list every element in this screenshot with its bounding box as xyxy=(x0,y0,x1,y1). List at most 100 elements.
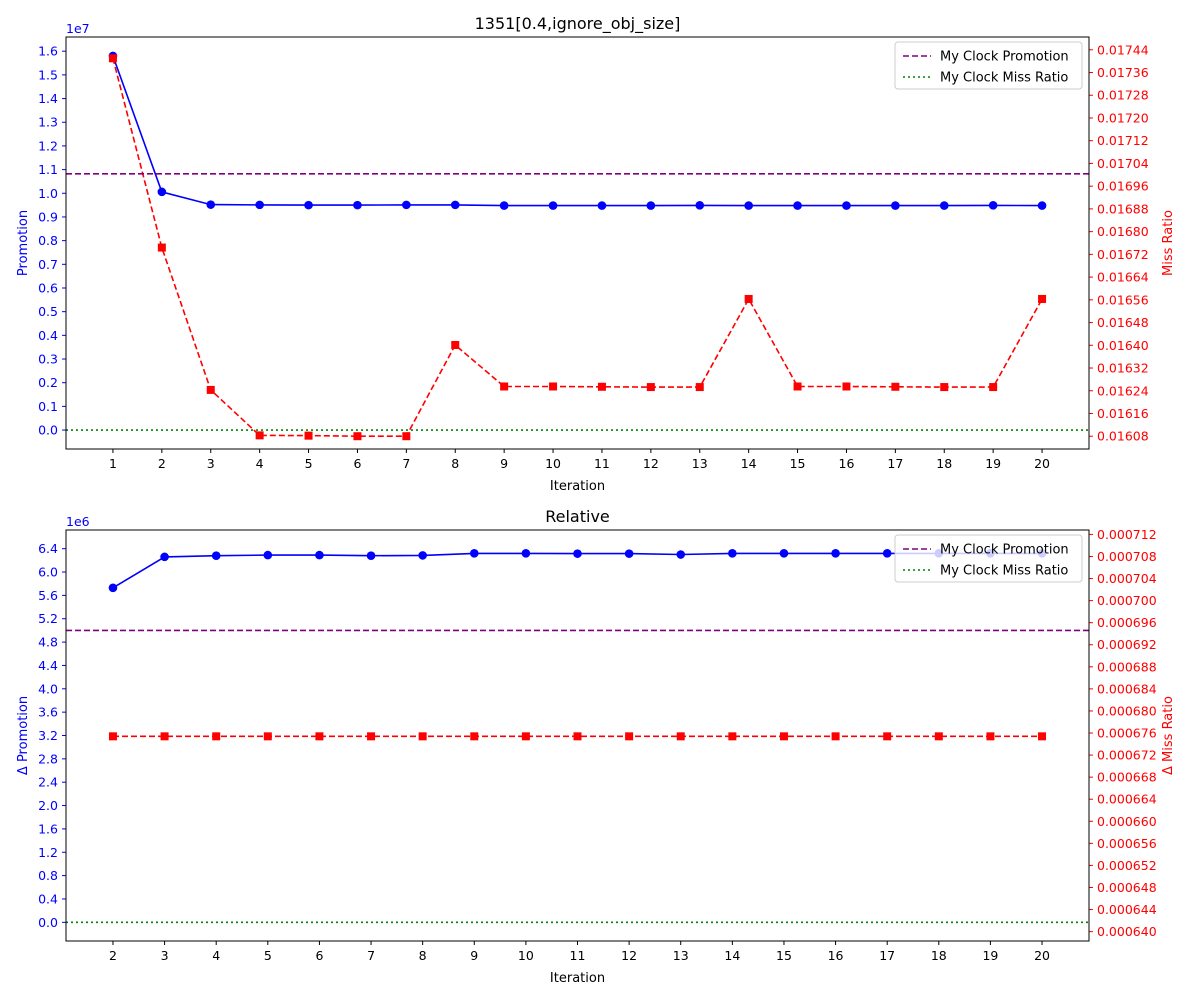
data-point xyxy=(108,732,117,741)
data-point xyxy=(1038,732,1047,741)
data-point xyxy=(597,382,606,391)
data-point xyxy=(402,432,411,441)
x-tick-label: 5 xyxy=(264,948,272,963)
data-point xyxy=(793,382,802,391)
right-y-tick-label: 0.000652 xyxy=(1097,858,1157,873)
x-tick-label: 19 xyxy=(982,948,998,963)
data-point xyxy=(988,201,998,210)
data-point xyxy=(157,187,167,197)
right-y-tick-label: 0.000700 xyxy=(1097,593,1157,608)
data-point xyxy=(315,732,324,741)
data-point xyxy=(934,732,943,741)
right-y-tick-label: 0.01664 xyxy=(1097,270,1149,285)
chart-panel-2: Relative 2 3 4 5 6 7 8 9 10 11 12 13 14 15 16 17 18 19 20 It… xyxy=(16,507,1176,986)
data-point xyxy=(573,732,582,741)
left-y-tick-label: 1.0 xyxy=(38,186,58,201)
data-point xyxy=(597,201,607,210)
data-point xyxy=(366,551,376,560)
chart-panel-1: 1351[0.4,ignore_obj_size]1 2 3 4 5 6 7 8 9 10 11 12… xyxy=(16,14,1176,494)
x-tick-label: 20 xyxy=(1034,456,1050,471)
left-y-tick-label: 2.0 xyxy=(38,798,58,813)
data-point xyxy=(255,431,264,440)
left-y-tick-label: 3.2 xyxy=(38,728,58,743)
x-tick-label: 15 xyxy=(790,456,806,471)
right-y-tick-label: 0.01608 xyxy=(1097,429,1149,444)
left-y-tick-label: 6.4 xyxy=(38,541,58,556)
x-tick-label: 18 xyxy=(931,948,947,963)
right-y-tick-label: 0.01632 xyxy=(1097,361,1149,376)
left-y-tick-label: 1.6 xyxy=(38,44,58,59)
left-y-tick-label: 0.9 xyxy=(38,209,58,224)
x-tick-label: 16 xyxy=(828,948,844,963)
x-tick-label: 8 xyxy=(451,456,459,471)
left-y-tick-label: 0.0 xyxy=(38,423,58,438)
left-y-tick-label: 0.7 xyxy=(38,257,58,272)
left-y-tick-label: 5.6 xyxy=(38,588,58,603)
x-tick-label: 2 xyxy=(109,948,117,963)
right-y-tick-label: 0.01744 xyxy=(1097,42,1149,57)
data-point xyxy=(842,382,851,391)
x-tick-label: 11 xyxy=(594,456,610,471)
x-tick-label: 17 xyxy=(887,456,903,471)
data-point xyxy=(989,383,998,392)
left-y-tick-label: 2.4 xyxy=(38,775,58,790)
data-point xyxy=(573,549,582,558)
right-y-tick-label: 0.01712 xyxy=(1097,133,1149,148)
right-y-tick-label: 0.000692 xyxy=(1097,637,1157,652)
right-y-tick-label: 0.000668 xyxy=(1097,770,1157,785)
data-point xyxy=(676,732,685,741)
left-y-tick-label: 1.6 xyxy=(38,821,58,836)
right-y-tick-label: 0.000680 xyxy=(1097,703,1157,718)
data-point xyxy=(779,549,789,558)
x-tick-label: 11 xyxy=(570,948,586,963)
data-point xyxy=(108,583,118,593)
right-y-tick-label: 0.000712 xyxy=(1097,527,1157,542)
left-y-tick-label: 0.6 xyxy=(38,280,58,295)
right-y-tick-label: 0.01696 xyxy=(1097,179,1149,194)
x-tick-label: 19 xyxy=(985,456,1001,471)
data-point xyxy=(255,200,264,210)
right-y-tick-label: 0.01736 xyxy=(1097,65,1149,80)
left-y-tick-label: 0.3 xyxy=(38,352,58,367)
left-y-tick-label: 0.1 xyxy=(38,399,58,414)
plot-frame xyxy=(65,36,1090,450)
right-y-tick-label: 0.000696 xyxy=(1097,615,1157,630)
left-y-tick-label: 5.2 xyxy=(38,611,58,626)
right-y-tick-label: 0.01720 xyxy=(1097,110,1149,125)
right-y-tick-label: 0.000640 xyxy=(1097,924,1157,939)
left-y-tick-label: 3.6 xyxy=(38,705,58,720)
data-point xyxy=(157,243,166,252)
data-point xyxy=(315,550,324,560)
data-point xyxy=(728,549,737,558)
data-point xyxy=(779,732,788,741)
left-y-tick-label: 1.2 xyxy=(38,845,58,860)
x-tick-label: 6 xyxy=(353,456,361,471)
left-y-tick-label: 0.8 xyxy=(38,868,58,883)
x-tick-label: 10 xyxy=(545,456,561,471)
x-tick-label: 4 xyxy=(256,456,264,471)
right-y-tick-label: 0.000688 xyxy=(1097,659,1157,674)
right-y-tick-label: 0.01680 xyxy=(1097,224,1149,239)
data-point xyxy=(304,200,313,210)
x-tick-label: 14 xyxy=(741,456,757,471)
left-y-tick-label: 0.0 xyxy=(38,915,58,930)
left-y-tick-label: 2.8 xyxy=(38,751,58,766)
x-tick-label: 9 xyxy=(500,456,508,471)
legend-label: My Clock Promotion xyxy=(940,50,1069,65)
data-point xyxy=(695,201,705,210)
left-y-axis-label: Promotion xyxy=(16,210,31,276)
data-point xyxy=(940,383,949,392)
data-point xyxy=(353,432,362,441)
data-point xyxy=(108,54,117,63)
x-axis-label: Iteration xyxy=(550,479,605,494)
right-y-axis-label: Miss Ratio xyxy=(1161,210,1176,276)
data-point xyxy=(831,549,840,558)
right-y-tick-label: 0.01672 xyxy=(1097,247,1149,262)
x-tick-label: 3 xyxy=(161,948,169,963)
x-tick-label: 12 xyxy=(621,948,637,963)
data-point xyxy=(418,732,427,741)
right-y-tick-label: 0.000648 xyxy=(1097,880,1157,895)
data-point xyxy=(521,549,531,558)
left-y-tick-label: 4.8 xyxy=(38,635,58,650)
